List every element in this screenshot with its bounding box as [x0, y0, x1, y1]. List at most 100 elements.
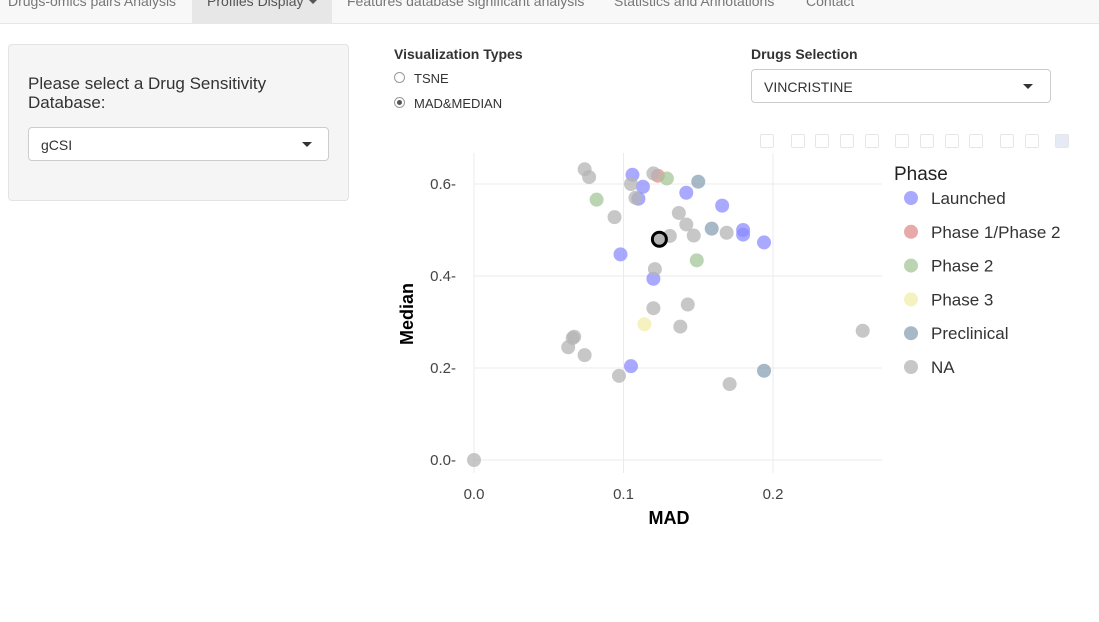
- radio-circle-checked-icon: [394, 97, 405, 108]
- data-point[interactable]: [577, 162, 592, 177]
- data-point[interactable]: [679, 185, 694, 200]
- data-point[interactable]: [679, 217, 694, 232]
- data-point[interactable]: [567, 329, 582, 344]
- camera-icon[interactable]: [760, 134, 774, 148]
- tab-statistics-annotations[interactable]: Statistics and Annotations: [614, 0, 775, 9]
- x-tick-label: 0.0: [464, 486, 485, 503]
- data-point[interactable]: [704, 221, 719, 236]
- data-point[interactable]: [671, 205, 686, 220]
- legend-marker: [904, 191, 918, 205]
- legend-item-label: Launched: [931, 189, 1006, 208]
- data-point[interactable]: [582, 170, 597, 185]
- data-point[interactable]: [628, 190, 643, 205]
- legend-title: Phase: [894, 164, 948, 185]
- data-point[interactable]: [662, 228, 677, 243]
- database-select[interactable]: gCSI: [28, 127, 329, 161]
- data-point[interactable]: [612, 368, 627, 383]
- legend-item-label: Phase 2: [931, 257, 993, 276]
- data-point[interactable]: [855, 323, 870, 338]
- y-tick-label: 0.4-: [430, 268, 456, 285]
- data-point[interactable]: [647, 262, 662, 277]
- reset-axes-icon[interactable]: [969, 134, 983, 148]
- legend-marker: [904, 258, 918, 273]
- data-point[interactable]: [673, 319, 688, 334]
- caret-down-icon: [309, 0, 318, 5]
- y-tick-label: 0.6-: [430, 176, 456, 193]
- drugs-selection-label: Drugs Selection: [751, 46, 858, 62]
- drug-select[interactable]: VINCRISTINE: [751, 69, 1051, 103]
- radio-tsne-label: TSNE: [414, 71, 449, 86]
- legend-marker: [904, 224, 918, 239]
- data-points: [467, 162, 870, 467]
- sidebar-panel: Please select a Drug Sensitivity Databas…: [8, 44, 349, 201]
- zoom-out-icon[interactable]: [920, 134, 934, 148]
- data-point[interactable]: [561, 340, 576, 355]
- data-point[interactable]: [631, 191, 646, 206]
- hover-closest-icon[interactable]: [1025, 134, 1039, 148]
- database-label: Please select a Drug Sensitivity Databas…: [28, 74, 267, 112]
- x-tick-label: 0.2: [763, 486, 784, 503]
- data-point[interactable]: [646, 301, 661, 316]
- x-axis-label: MAD: [649, 508, 690, 528]
- legend-item-label: Phase 1/Phase 2: [931, 223, 1060, 242]
- tab-contact[interactable]: Contact: [806, 0, 855, 9]
- data-point[interactable]: [565, 331, 580, 346]
- data-point[interactable]: [467, 453, 481, 467]
- data-point[interactable]: [589, 192, 604, 207]
- legend-item-label: Preclinical: [931, 324, 1008, 343]
- data-point[interactable]: [613, 247, 628, 262]
- navbar: Drugs-omics pairs Analysis Profiles Disp…: [0, 0, 1099, 24]
- legend-marker: [904, 292, 918, 307]
- data-point[interactable]: [650, 168, 665, 183]
- radio-circle-icon: [394, 72, 405, 83]
- grid-lines: [473, 153, 882, 473]
- data-point[interactable]: [637, 317, 652, 332]
- database-select-value: gCSI: [41, 137, 73, 153]
- y-axis-label: Median: [397, 283, 417, 345]
- drug-select-value: VINCRISTINE: [764, 79, 853, 95]
- data-point[interactable]: [625, 167, 640, 182]
- data-point[interactable]: [607, 210, 622, 225]
- data-point[interactable]: [757, 363, 772, 378]
- box-select-icon[interactable]: [840, 134, 854, 148]
- tab-profiles-display[interactable]: Profiles Display: [192, 0, 333, 23]
- data-point[interactable]: [715, 198, 730, 213]
- zoom-icon[interactable]: [791, 134, 805, 148]
- data-point[interactable]: [757, 235, 772, 250]
- zoom-in-icon[interactable]: [895, 134, 909, 148]
- data-point[interactable]: [722, 377, 737, 392]
- data-point[interactable]: [646, 271, 661, 286]
- data-point[interactable]: [691, 174, 706, 189]
- chevron-down-icon: [302, 142, 312, 147]
- viz-types-label: Visualization Types: [394, 46, 523, 62]
- data-point[interactable]: [689, 253, 704, 268]
- hover-compare-icon[interactable]: [1055, 134, 1069, 148]
- x-tick-label: 0.1: [613, 486, 634, 503]
- spike-lines-icon[interactable]: [1000, 134, 1014, 148]
- radio-mad-median-label: MAD&MEDIAN: [414, 96, 503, 111]
- data-point[interactable]: [623, 177, 638, 191]
- tab-features-database[interactable]: Features database significant analysis: [347, 0, 585, 9]
- tab-profiles-display-label: Profiles Display: [207, 0, 304, 9]
- autoscale-icon[interactable]: [945, 134, 959, 148]
- y-tick-label: 0.2-: [430, 360, 456, 377]
- data-point[interactable]: [680, 297, 695, 312]
- highlight-point[interactable]: [650, 230, 668, 248]
- data-point[interactable]: [623, 359, 638, 374]
- legend-marker: [904, 326, 918, 341]
- lasso-icon[interactable]: [865, 134, 879, 148]
- pan-icon[interactable]: [815, 134, 829, 148]
- data-point[interactable]: [635, 179, 650, 194]
- selected-drug-marker: [650, 230, 668, 248]
- data-point[interactable]: [577, 348, 592, 363]
- data-point[interactable]: [736, 223, 751, 237]
- data-point[interactable]: [646, 166, 661, 181]
- legend-item-label: Phase 3: [931, 290, 993, 309]
- data-point[interactable]: [659, 171, 674, 186]
- y-tick-label: 0.0-: [430, 452, 456, 469]
- data-point[interactable]: [686, 228, 701, 243]
- axis-ticks: 0.0 0.1 0.2 0.0- 0.2- 0.4- 0.6-: [430, 176, 783, 503]
- data-point[interactable]: [736, 227, 751, 242]
- tab-drugs-omics-pairs[interactable]: Drugs-omics pairs Analysis: [8, 0, 177, 9]
- data-point[interactable]: [719, 225, 734, 240]
